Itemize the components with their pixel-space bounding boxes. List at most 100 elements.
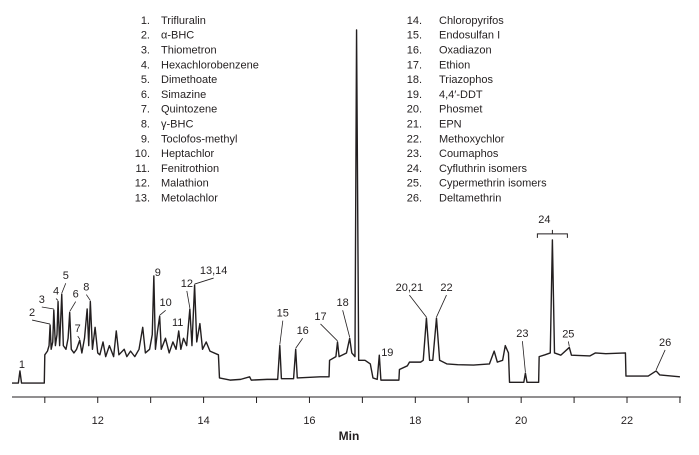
compound-name: Phosmet [439,104,482,116]
compound-name: γ-BHC [161,119,193,131]
peak-label: 4 [53,285,59,297]
peak-label: 17 [314,311,326,323]
peak-label: 13,14 [200,265,228,277]
peak-leader [69,301,77,312]
peak-leader [41,306,54,310]
compound-name: Chloropyrifos [439,15,504,27]
compound-name: Deltamethrin [439,193,501,205]
compound-number: 1. [141,15,150,27]
x-tick-label: 18 [409,415,421,427]
peak-leader [194,277,214,285]
compound-name: Oxadiazon [439,45,492,57]
peak-label: 12 [181,278,193,290]
compound-number: 22. [407,133,422,145]
x-tick-label: 20 [515,415,527,427]
compound-number: 25. [407,178,422,190]
peak-label: 22 [440,282,452,294]
compound-name: Dimethoate [161,74,217,86]
compound-number: 17. [407,59,422,71]
compound-number: 23. [407,148,422,160]
compound-name: Simazine [161,89,206,101]
x-tick-label: 14 [197,415,209,427]
peak-label: 3 [39,294,45,306]
peak-leader [159,309,166,316]
compound-name: Thiometron [161,45,217,57]
peak-label: 20,21 [396,282,424,294]
compound-number: 7. [141,104,150,116]
compound-number: 8. [141,119,150,131]
x-tick-label: 12 [92,415,104,427]
peak-leader [61,283,67,294]
compound-name: α-BHC [161,30,194,42]
compound-number: 26. [407,193,422,205]
chromatogram-trace [12,29,681,384]
peak-leader [409,294,427,318]
peak-leader [77,335,81,340]
compound-number: 15. [407,30,422,42]
compound-name: Fenitrothion [161,163,219,175]
peak-leader [342,310,351,338]
compound-number: 16. [407,45,422,57]
peak-label: 25 [562,328,574,340]
compound-number: 5. [141,74,150,86]
compound-name: Endosulfan I [439,30,500,42]
peak-label: 26 [659,337,671,349]
compound-name: Coumaphos [439,148,499,160]
peak-leader [567,341,570,347]
compound-name: Cypermethrin isomers [439,178,547,190]
compound-number: 4. [141,59,150,71]
peak-leader [655,349,666,371]
peak-label: 6 [73,288,79,300]
compound-name: Metolachlor [161,193,218,205]
compound-name: Cyfluthrin isomers [439,163,528,175]
compound-number: 14. [407,15,422,27]
peak-label: 16 [297,325,309,337]
peak-leader [436,294,447,318]
peak-leader [521,341,526,373]
compound-number: 18. [407,74,422,86]
compound-name: Hexachlorobenzene [161,59,259,71]
compound-name: Malathion [161,178,209,190]
compound-number: 21. [407,119,422,131]
peak-leader [186,290,191,308]
compound-number: 9. [141,133,150,145]
compound-number: 24. [407,163,422,175]
peak-label: 24 [538,214,550,226]
peak-label: 5 [63,270,69,282]
peak-leader [32,319,51,325]
compound-number: 2. [141,30,150,42]
peak-label: 1 [19,359,25,371]
peak-leader [279,320,284,345]
compound-name: Heptachlor [161,148,215,160]
peak-label: 10 [160,297,172,309]
compound-name: Ethion [439,59,470,71]
peak-label: 18 [337,297,349,309]
x-tick-label: 22 [621,415,633,427]
compound-name: Methoxychlor [439,133,505,145]
compound-number: 13. [135,193,150,205]
peak-leader [295,338,304,349]
compound-number: 12. [135,178,150,190]
peak-label: 7 [75,323,81,335]
compound-number: 19. [407,89,422,101]
compound-name: Toclofos-methyl [161,133,237,145]
peak-label: 9 [155,267,161,279]
peak-label: 19 [381,347,393,359]
compound-number: 10. [135,148,150,160]
compound-name: EPN [439,119,462,131]
compound-number: 20. [407,104,422,116]
compound-name: Quintozene [161,104,217,116]
compound-name: 4,4′-DDT [439,89,483,101]
peak-leader [85,294,91,301]
peak-label: 15 [277,308,289,320]
peak-label: 23 [516,328,528,340]
compound-number: 11. [136,163,150,175]
compound-number: 6. [141,89,150,101]
peak-label: 2 [29,307,35,319]
compound-number: 3. [141,45,150,57]
peak-leader [320,323,338,342]
peak-label: 11 [172,317,183,329]
compound-name: Trifluralin [161,15,206,27]
